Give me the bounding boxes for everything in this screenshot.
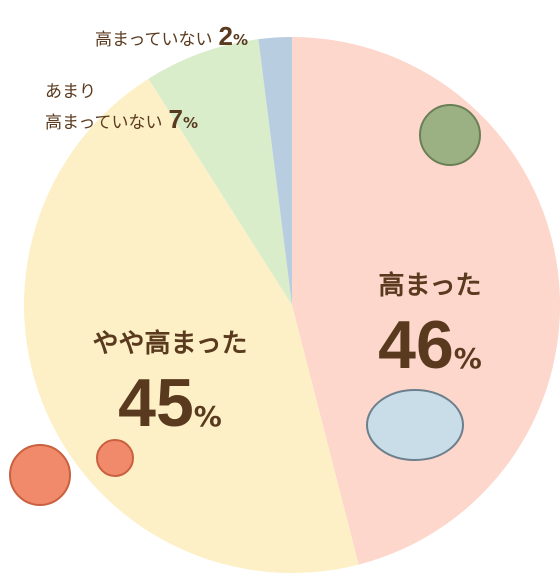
- pie-slice: [148, 39, 292, 306]
- value-label: 2: [218, 21, 233, 51]
- category-label: 高まった: [378, 271, 482, 301]
- value-label: 46: [378, 306, 454, 383]
- slice-label: 高まっていない 2%: [95, 0, 248, 53]
- category-label: やや高まった: [92, 329, 248, 359]
- unit-label: %: [453, 341, 482, 375]
- slice-label: 高まった 46%: [355, 250, 505, 388]
- slice-label: やや高まった 45%: [75, 308, 265, 446]
- category-label: あまり 高まっていない: [45, 82, 163, 134]
- unit-label: %: [232, 31, 248, 49]
- value-label: 45: [118, 364, 194, 441]
- pie-slice: [292, 37, 560, 565]
- value-label: 7: [168, 104, 183, 135]
- decoration: [9, 104, 481, 506]
- pie-slice: [258, 37, 292, 305]
- unit-label: %: [182, 114, 198, 133]
- slice-label: あまり 高まっていない 7%: [45, 62, 198, 136]
- unit-label: %: [193, 399, 222, 433]
- category-label: 高まっていない: [95, 30, 213, 50]
